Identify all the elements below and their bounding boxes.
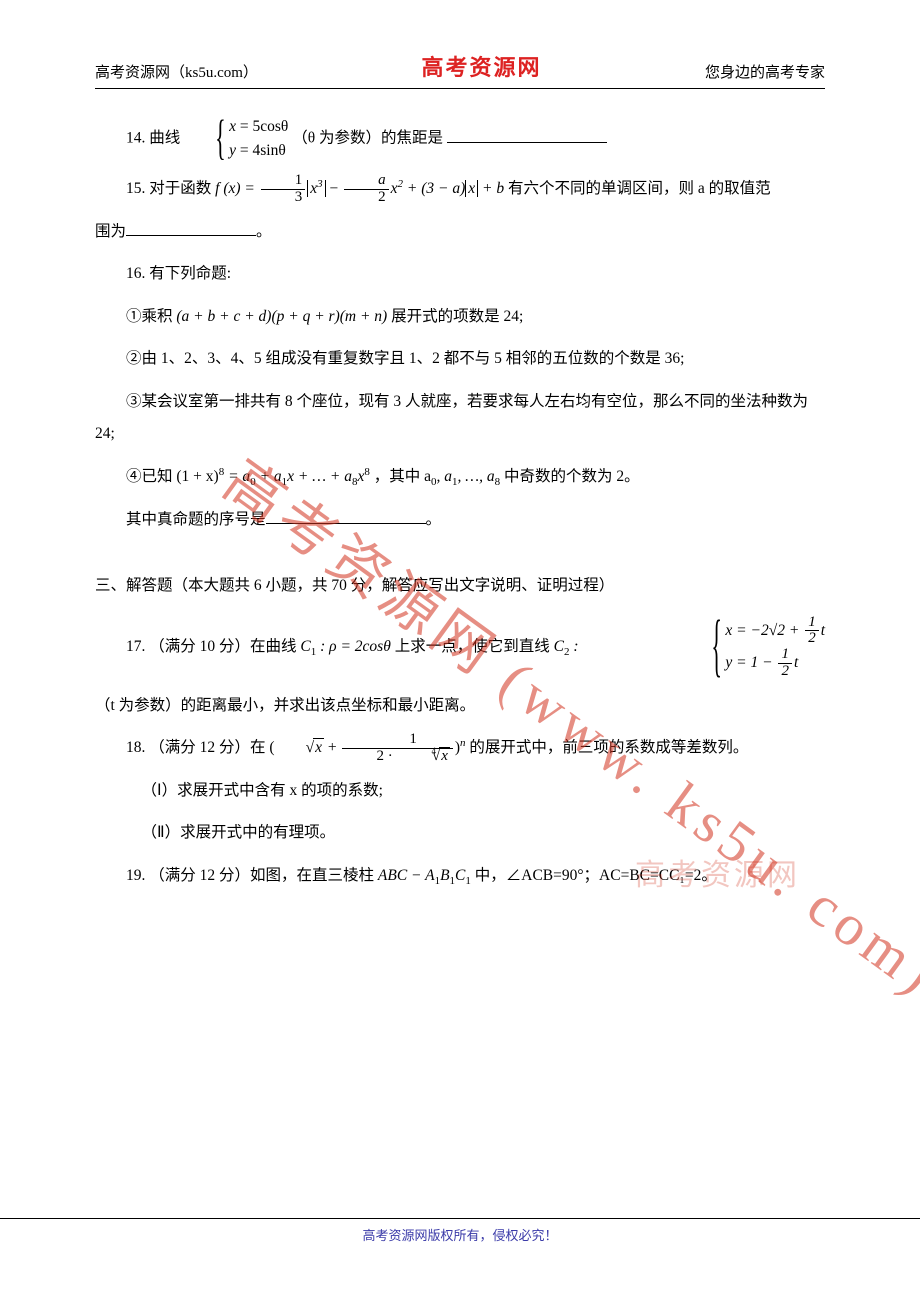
q16-tail: 其中真命题的序号是。 [95,504,825,537]
q16-stmt1: ①乘积 (a + b + c + d)(p + q + r)(m + n) 展开… [95,301,825,334]
q16-stmt4: ④已知 (1 + x)8 = a0 + a1x + … + a8x8 ，其中 a… [95,461,825,494]
q14-label: 14. 曲线 [126,130,180,147]
question-18: 18. （满分 12 分）在 (√x + 12 · 4√x)n 的展开式中，前三… [95,732,825,765]
header-left: 高考资源网（ks5u.com） [95,61,258,82]
q14-system: x = 5cosθ y = 4sinθ [184,115,288,163]
question-19: 19. （满分 12 分）如图，在直三棱柱 ABC − A1B1C1 中，∠AC… [95,860,825,893]
question-17: 17. （满分 10 分）在曲线 C1 : ρ = 2cosθ 上求一点，使它到… [95,615,825,680]
question-14: 14. 曲线 x = 5cosθ y = 4sinθ （θ 为参数）的焦距是 [95,115,825,163]
page-footer: 高考资源网版权所有，侵权必究！ [0,1218,920,1244]
question-16: 16. 有下列命题: [95,258,825,291]
header-right: 您身边的高考专家 [705,61,825,82]
q17-system: x = −2√2 + 12t y = 1 − 12t [711,615,825,680]
q18-part1: （Ⅰ）求展开式中含有 x 的项的系数; [95,775,825,808]
q16-stmt2: ②由 1、2、3、4、5 组成没有重复数字且 1、2 都不与 5 相邻的五位数的… [95,343,825,376]
q15-blank [126,219,256,236]
q14-blank [447,126,607,143]
q14-tail: （θ 为参数）的焦距是 [292,130,443,147]
q16-blank [266,507,426,524]
q18-part2: （Ⅱ）求展开式中的有理项。 [95,817,825,850]
question-15-cont: 围为。 [95,216,825,249]
document-body: 14. 曲线 x = 5cosθ y = 4sinθ （θ 为参数）的焦距是 1… [95,115,825,893]
q16-stmt3: ③某会议室第一排共有 8 个座位，现有 3 人就座，若要求每人左右均有空位，那么… [95,386,825,451]
header-center-logo: 高考资源网 [421,50,541,82]
page-header: 高考资源网（ks5u.com） 高考资源网 您身边的高考专家 [95,50,825,89]
